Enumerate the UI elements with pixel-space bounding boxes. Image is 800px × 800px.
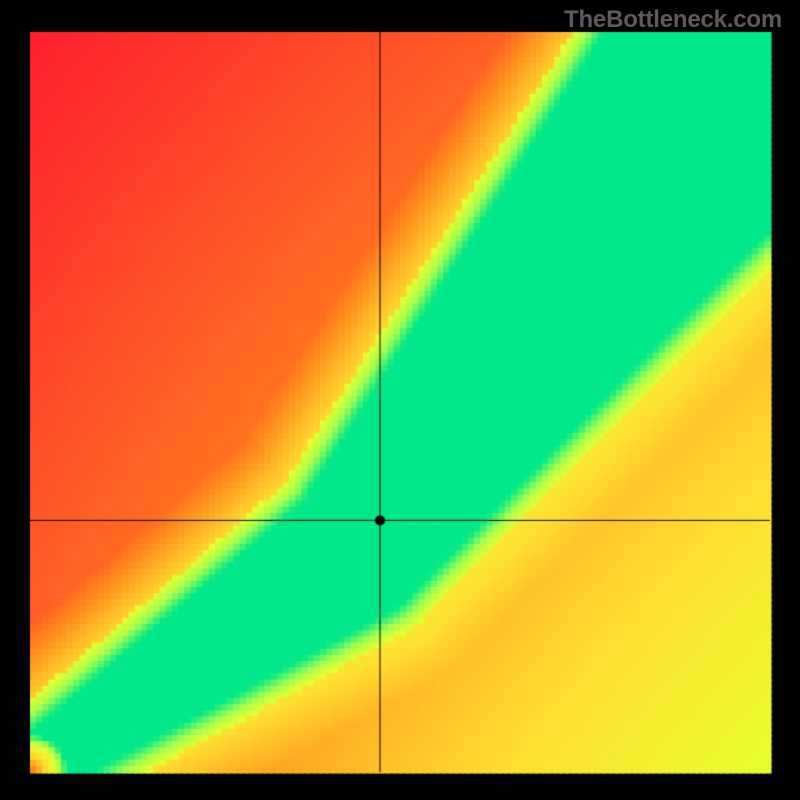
watermark-text: TheBottleneck.com [564, 6, 782, 34]
bottleneck-heatmap [0, 0, 800, 800]
chart-container: TheBottleneck.com [0, 0, 800, 800]
